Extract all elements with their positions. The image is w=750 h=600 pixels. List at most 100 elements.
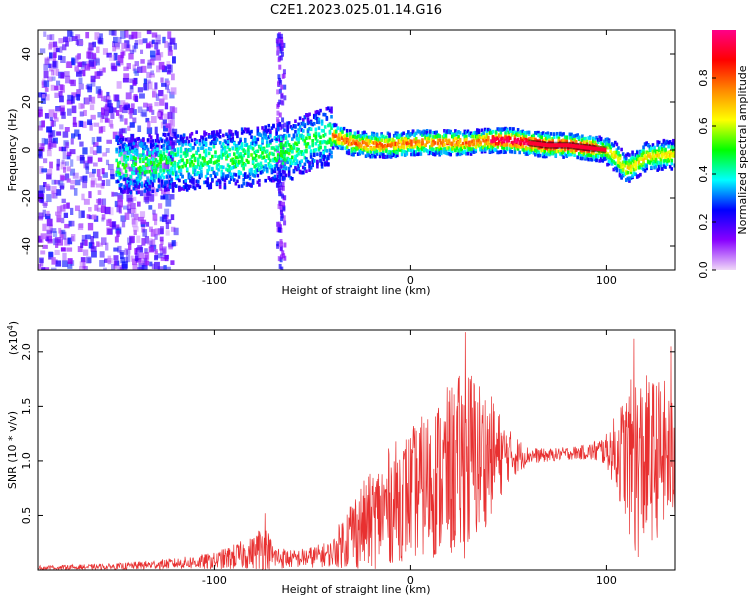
spectrogram-cell: [229, 129, 233, 134]
spectrogram-cell: [372, 150, 376, 155]
spectrogram-cell: [182, 185, 186, 189]
spectrogram-cell: [70, 185, 75, 190]
spectrogram-cell: [41, 94, 45, 99]
spectrogram-cell: [487, 135, 490, 140]
spectrogram-cell: [449, 148, 452, 152]
spectrogram-cell: [129, 208, 136, 214]
spectrogram-cell: [48, 134, 53, 143]
spectrogram-cell: [334, 129, 338, 134]
spectrogram-cell: [461, 145, 465, 149]
spectrogram-cell: [137, 178, 140, 183]
spectrogram-cell: [394, 150, 398, 155]
spectrogram-cell: [200, 169, 203, 174]
spectrogram-cell: [323, 112, 327, 117]
spectrogram-cell: [640, 163, 644, 168]
spectrogram-cell: [265, 140, 269, 145]
spectrogram-cell: [154, 138, 158, 143]
spectrogram-cell: [137, 125, 142, 133]
spectrogram-cell: [236, 163, 239, 167]
spectrogram-cell: [275, 158, 278, 163]
spectrogram-cell: [52, 137, 58, 144]
spectrogram-cell: [184, 142, 187, 146]
spectrogram-cell: [170, 226, 176, 232]
spectrogram-cell: [161, 163, 167, 171]
spectrogram-cell: [154, 219, 158, 226]
spectrogram-cell: [298, 134, 302, 138]
spectrogram-cell: [233, 165, 236, 169]
spectrogram-cell: [645, 150, 648, 155]
spectrogram-cell: [130, 255, 134, 262]
spectrogram-cell: [124, 173, 128, 178]
spectrogram-cell: [502, 143, 506, 148]
spectrogram-cell: [49, 224, 53, 232]
spectrogram-cell: [145, 221, 150, 227]
spectrogram-cell: [311, 163, 314, 168]
spectrogram-cell: [628, 166, 631, 170]
spectrogram-cell: [198, 142, 202, 146]
spectrogram-cell: [289, 148, 293, 153]
spectrogram-cell: [70, 138, 74, 145]
spectrogram-cell: [154, 261, 160, 270]
spectrogram-cell: [612, 153, 616, 157]
spectrogram-cell: [648, 152, 652, 157]
spectrogram-cell: [239, 145, 242, 149]
spectrogram-cell: [211, 139, 214, 144]
spectrogram-cell: [265, 130, 269, 134]
colorbar-tick-label: 0.4: [697, 165, 710, 183]
spectrogram-cell: [606, 162, 609, 167]
spectrogram-cell: [465, 143, 468, 148]
spectrogram-cell: [116, 164, 120, 168]
spectrogram-cell: [530, 145, 534, 150]
spectrogram-cell: [275, 145, 278, 150]
spectrogram-cell: [386, 154, 390, 159]
spectrogram-cell: [620, 169, 623, 173]
spectrogram-cell: [132, 226, 139, 232]
spectrogram-cell: [280, 216, 284, 222]
spectrogram-cell: [95, 86, 101, 94]
spectrogram-cell: [541, 152, 545, 157]
spectrogram-cell: [563, 152, 567, 157]
spectrogram-cell: [424, 130, 427, 135]
spectrogram-cell: [168, 126, 172, 134]
spectrogram-cell: [236, 143, 239, 148]
spectrogram-cell: [120, 100, 126, 106]
spectrogram-cell: [626, 152, 630, 156]
spectrogram-cell: [143, 83, 148, 91]
spectrogram-cell: [112, 46, 117, 52]
spectrogram-cell: [153, 164, 156, 168]
spectrogram-cell: [631, 155, 634, 160]
spectrogram-cell: [247, 154, 250, 159]
spectrogram-cell: [207, 151, 211, 156]
spectrogram-cell: [171, 186, 175, 190]
spectrogram-cell: [479, 142, 482, 147]
spectrogram-cell: [162, 194, 169, 200]
spectrogram-cell: [657, 167, 661, 171]
spectrogram-cell: [47, 143, 51, 151]
spectrogram-cell: [147, 59, 151, 66]
spectrogram-cell: [48, 251, 53, 258]
spectrogram-cell: [396, 142, 399, 146]
spectrogram-cell: [460, 146, 463, 151]
spectrogram-cell: [154, 165, 158, 169]
spectrogram-cell: [320, 128, 324, 133]
spectrogram-cell: [115, 138, 118, 142]
spectrogram-cell: [333, 134, 336, 139]
spectrogram-cell: [50, 84, 55, 91]
spectrogram-cell: [308, 133, 311, 138]
spectrogram-cell: [148, 41, 154, 48]
spectrogram-cell: [291, 146, 294, 150]
spectrogram-cell: [358, 137, 362, 142]
spectrogram-cell: [381, 134, 385, 139]
spectrogram-cell: [524, 152, 528, 156]
spectrogram-cell: [592, 136, 595, 141]
spectrogram-cell: [118, 149, 122, 153]
spectrogram-cell: [588, 153, 592, 158]
spectrogram-cell: [284, 158, 288, 163]
spectrogram-cell: [138, 216, 144, 222]
spectrogram-cell: [356, 152, 360, 156]
spectrogram-cell: [198, 166, 202, 171]
spectrogram-cell: [38, 106, 43, 111]
spectrogram-cell: [438, 138, 442, 142]
spectrogram-cell: [140, 112, 147, 117]
spectrogram-cell: [301, 137, 305, 142]
